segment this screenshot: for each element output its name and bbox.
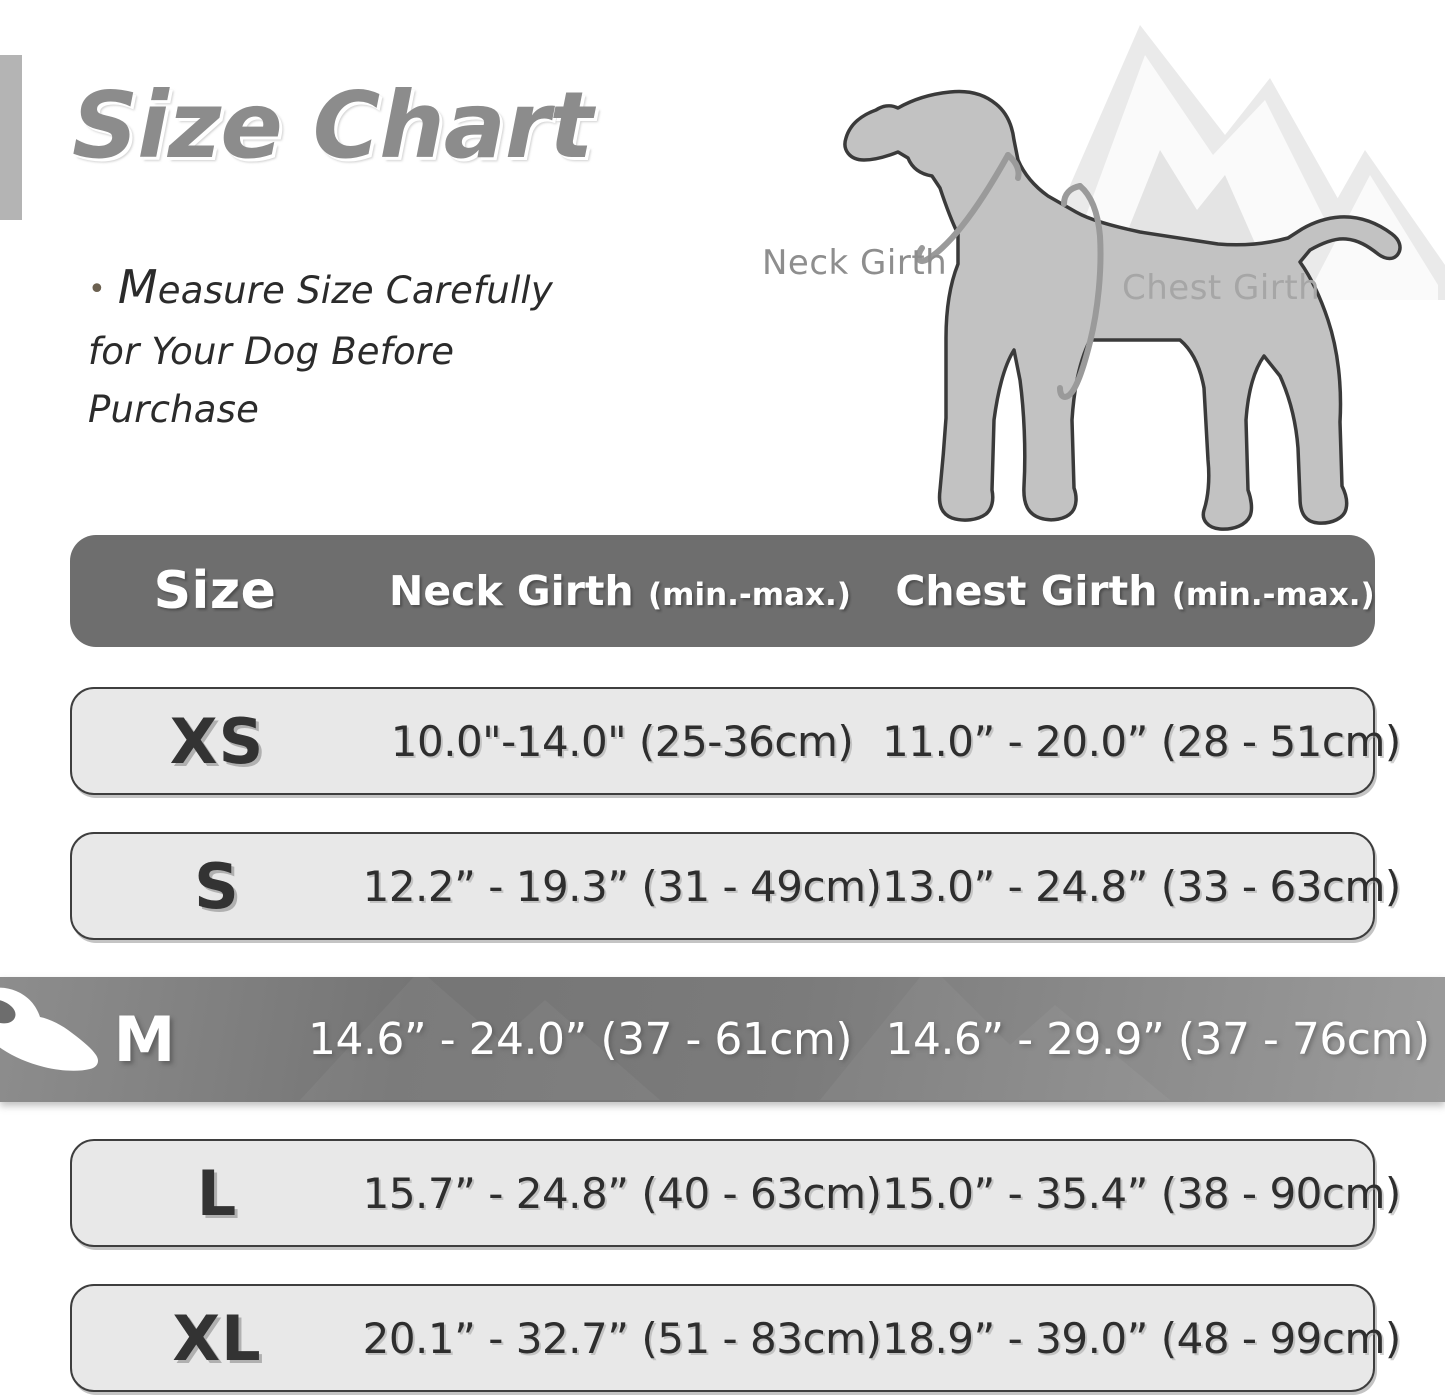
left-accent-bar <box>0 55 22 220</box>
row-chest-cell: 18.9” - 39.0” (48 - 99cm) <box>882 1313 1401 1363</box>
header-cell-chest: Chest Girth (min.-max.) <box>895 567 1375 615</box>
neck-girth-label: Neck Girth <box>762 243 948 283</box>
row-neck-cell: 10.0"-14.0" (25-36cm) <box>390 716 854 766</box>
page-title: Size Chart <box>72 72 593 179</box>
mountain-range-silhouette <box>1020 25 1445 300</box>
note-line2: for Your Dog Before <box>88 330 455 374</box>
row-size-cell: S <box>194 849 240 923</box>
row-neck-cell: 20.1” - 32.7” (51 - 83cm) <box>362 1313 882 1363</box>
table-row[interactable]: S 12.2” - 19.3” (31 - 49cm) 13.0” - 24.8… <box>70 832 1401 940</box>
row-neck-cell: 15.7” - 24.8” (40 - 63cm) <box>362 1168 882 1218</box>
header-cell-size: Size <box>153 561 277 621</box>
table-row[interactable]: XS 10.0"-14.0" (25-36cm) 11.0” - 20.0” (… <box>70 687 1401 795</box>
note-line1-rest: easure Size Carefully <box>157 269 553 312</box>
note-line1-capital: M <box>117 260 158 314</box>
measure-note: • Measure Size Carefully for Your Dog Be… <box>88 252 688 438</box>
table-header-row: Size Neck Girth (min.-max.) Chest Girth … <box>70 535 1375 647</box>
table-row[interactable]: L 15.7” - 24.8” (40 - 63cm) 15.0” - 35.4… <box>70 1139 1401 1247</box>
row-size-cell: M <box>113 1003 177 1076</box>
row-chest-cell: 14.6” - 29.9” (37 - 76cm) <box>885 1014 1430 1065</box>
table-row-highlighted[interactable]: M 14.6” - 24.0” (37 - 61cm) 14.6” - 29.9… <box>0 977 1445 1102</box>
row-size-cell: L <box>196 1156 238 1230</box>
row-neck-cell: 14.6” - 24.0” (37 - 61cm) <box>307 1014 853 1065</box>
row-chest-cell: 11.0” - 20.0” (28 - 51cm) <box>882 716 1401 766</box>
row-neck-cell: 12.2” - 19.3” (31 - 49cm) <box>362 861 882 911</box>
bullet-icon: • <box>88 272 106 307</box>
table-row[interactable]: XL 20.1” - 32.7” (51 - 83cm) 18.9” - 39.… <box>70 1284 1401 1392</box>
size-table: Size Neck Girth (min.-max.) Chest Girth … <box>0 535 1445 1400</box>
row-chest-cell: 15.0” - 35.4” (38 - 90cm) <box>882 1168 1401 1218</box>
row-chest-cell: 13.0” - 24.8” (33 - 63cm) <box>882 861 1401 911</box>
dog-profile-silhouette <box>780 20 1420 565</box>
row-size-cell: XL <box>172 1301 262 1375</box>
header-cell-neck: Neck Girth (min.-max.) <box>389 567 851 615</box>
row-size-cell: XS <box>169 704 265 778</box>
note-line3: Purchase <box>88 387 260 431</box>
chest-girth-label: Chest Girth <box>1122 268 1321 308</box>
